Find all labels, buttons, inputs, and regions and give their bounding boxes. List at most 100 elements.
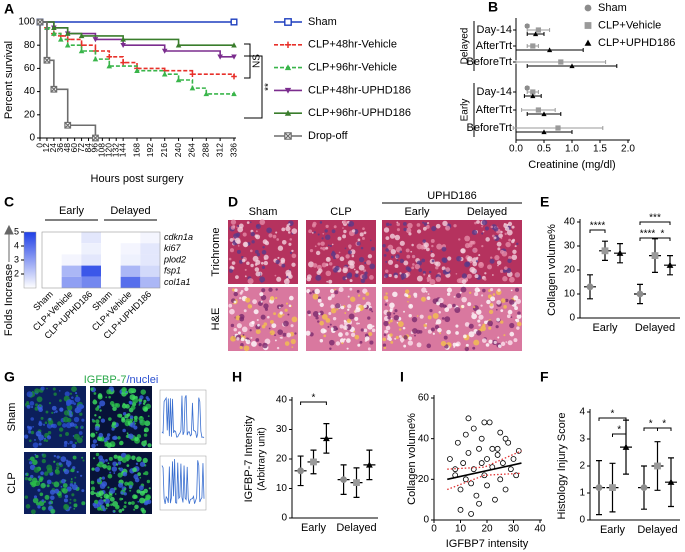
texture	[106, 389, 112, 395]
texture	[137, 500, 140, 503]
row-label: col1a1	[164, 277, 191, 287]
texture	[387, 244, 394, 251]
texture	[390, 248, 396, 255]
texture	[320, 241, 325, 246]
heat-cell	[81, 243, 101, 255]
texture	[38, 442, 42, 446]
texture	[426, 296, 431, 300]
texture	[422, 270, 426, 275]
y-axis-label: IGFBP-7 Intensity	[243, 415, 255, 502]
bracket	[654, 237, 671, 241]
texture	[73, 433, 80, 440]
texture	[289, 268, 291, 271]
texture	[307, 310, 311, 315]
texture	[431, 225, 437, 232]
texture	[282, 313, 285, 316]
texture	[354, 310, 358, 313]
texture	[357, 294, 361, 297]
texture	[28, 458, 31, 461]
legend-label: CLP+48hr-Vehicle	[308, 39, 397, 51]
texture	[26, 391, 33, 398]
texture	[398, 328, 402, 331]
texture	[508, 276, 515, 283]
texture	[456, 255, 462, 262]
texture	[430, 253, 435, 258]
texture	[144, 471, 149, 476]
texture	[511, 225, 515, 229]
marker	[64, 121, 72, 129]
texture	[237, 225, 240, 227]
texture	[499, 269, 504, 274]
texture	[112, 406, 117, 412]
texture	[420, 244, 425, 250]
texture	[396, 321, 399, 324]
texture	[474, 274, 479, 279]
panel-label: H	[232, 369, 242, 385]
texture	[459, 291, 462, 294]
texture	[456, 293, 462, 299]
texture	[349, 279, 353, 283]
heat-cell	[42, 232, 62, 244]
texture	[444, 307, 450, 313]
texture	[312, 311, 319, 317]
texture	[63, 504, 68, 509]
texture	[403, 310, 405, 313]
marker	[284, 110, 292, 116]
texture	[64, 391, 70, 397]
texture	[389, 302, 395, 309]
texture	[287, 231, 291, 234]
texture	[325, 224, 329, 229]
marker	[524, 23, 530, 29]
texture	[92, 439, 98, 444]
x-tick-label: 40	[534, 524, 546, 535]
texture	[413, 294, 418, 298]
texture	[268, 287, 273, 292]
marker	[297, 467, 304, 475]
texture	[40, 386, 45, 391]
texture	[117, 482, 124, 488]
texture	[42, 453, 47, 458]
texture	[289, 238, 293, 241]
column-label: Sham	[249, 206, 278, 218]
texture	[505, 298, 509, 303]
x-tick-label: 240	[173, 143, 183, 157]
texture	[414, 263, 421, 270]
texture	[52, 423, 57, 429]
heat-frame	[41, 231, 161, 289]
marker	[636, 290, 644, 298]
y-axis-label: Collagen volume%	[406, 413, 418, 505]
texture	[432, 312, 439, 319]
colorbar	[23, 231, 37, 289]
x-tick-label: 0	[431, 524, 437, 535]
point	[476, 445, 482, 452]
texture	[387, 259, 394, 265]
texture	[134, 436, 139, 442]
texture	[367, 316, 371, 320]
texture	[472, 346, 476, 350]
texture	[394, 274, 398, 279]
texture	[363, 328, 368, 333]
texture	[345, 254, 350, 259]
texture	[427, 329, 432, 334]
texture	[53, 411, 56, 414]
texture	[285, 226, 291, 232]
texture	[312, 263, 318, 268]
texture	[145, 494, 151, 501]
texture	[439, 302, 445, 308]
texture	[229, 308, 235, 315]
texture	[73, 498, 77, 502]
panel-label: D	[228, 194, 238, 210]
texture	[103, 493, 109, 499]
texture	[288, 304, 292, 308]
texture	[291, 262, 296, 267]
texture	[101, 476, 106, 480]
point	[484, 482, 490, 489]
texture	[283, 320, 289, 327]
texture	[351, 229, 356, 233]
panel-label: C	[4, 194, 14, 210]
texture	[485, 343, 490, 347]
texture	[358, 256, 365, 263]
texture	[385, 269, 389, 273]
marker	[366, 461, 373, 468]
